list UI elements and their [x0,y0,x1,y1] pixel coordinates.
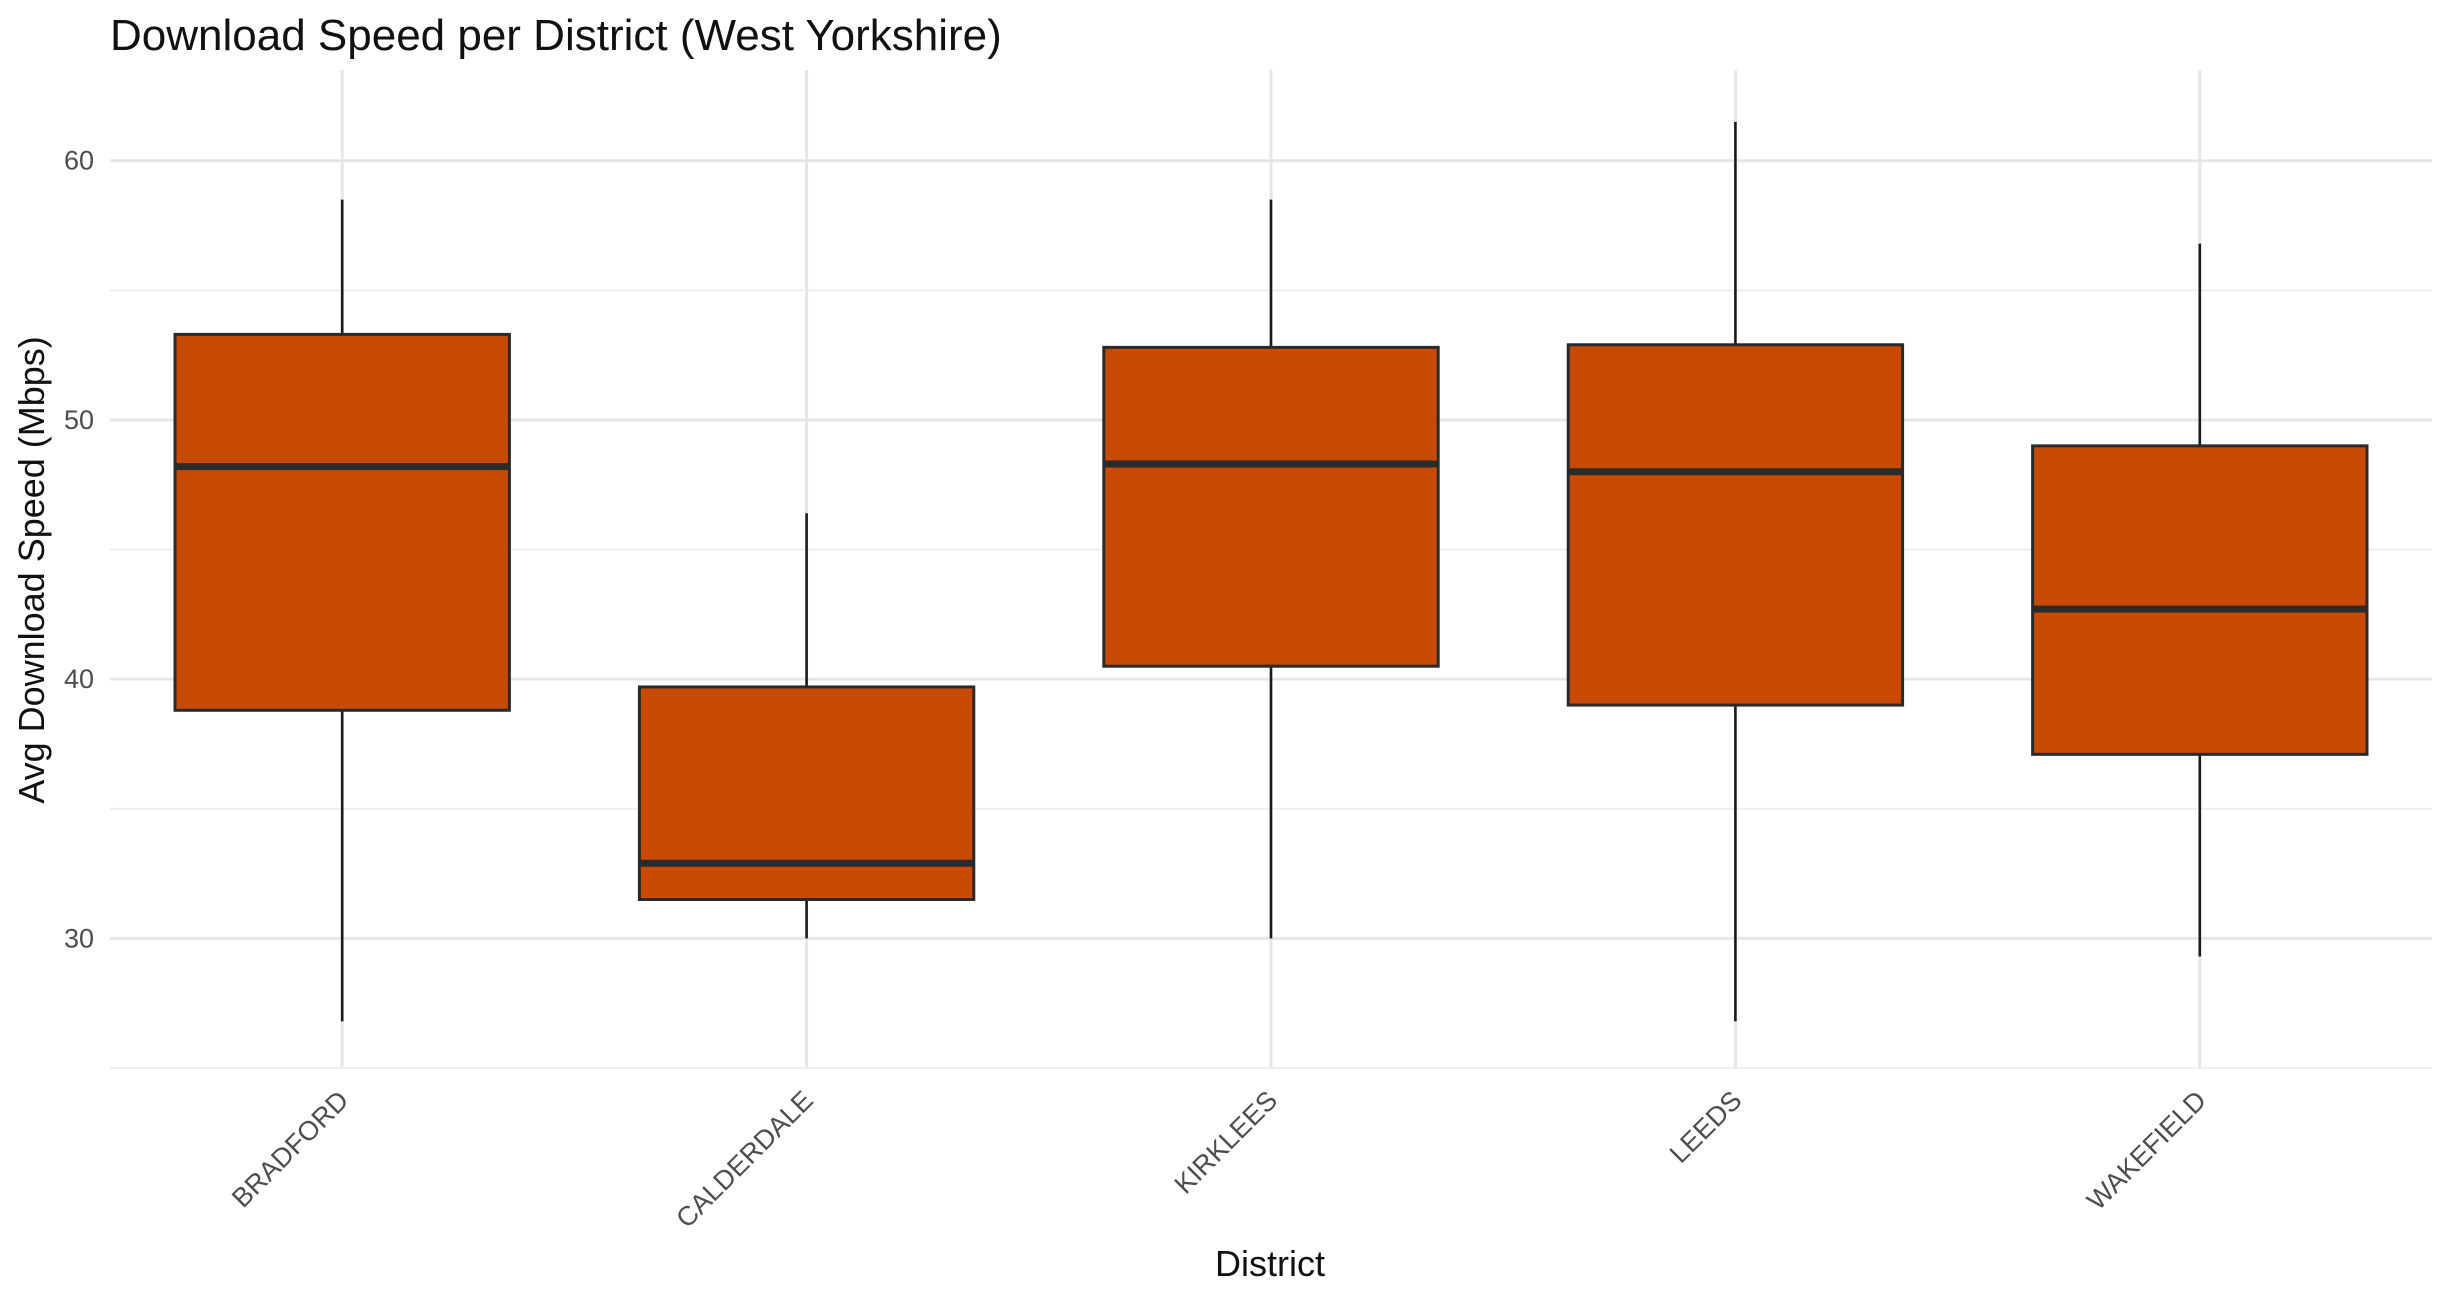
y-tick-label: 40 [64,664,94,694]
x-tick-label: CALDERDALE [670,1085,819,1234]
x-axis-title: District [1215,1243,1325,1284]
y-tick-label: 60 [64,146,94,176]
box-bradford [173,199,511,1022]
box-wakefield [2031,243,2369,957]
chart-title: Download Speed per District (West Yorksh… [110,11,1002,60]
box-kirklees [1102,199,1440,939]
y-axis-title: Avg Download Speed (Mbps) [11,336,52,804]
x-tick-label: BRADFORD [226,1085,354,1213]
box-leeds [1566,121,1905,1022]
iqr-box [1566,343,1905,707]
x-tick-label: LEEDS [1664,1085,1748,1169]
iqr-box [637,685,976,902]
y-tick-label: 50 [64,405,94,435]
x-axis-ticks: BRADFORD CALDERDALE KIRKLEES LEEDS WAKEFIELD [226,1085,2212,1234]
y-axis-ticks: 30 40 50 60 [64,146,94,954]
box-layer [173,121,2369,1022]
iqr-box [1102,345,1440,668]
y-tick-label: 30 [64,923,94,953]
x-tick-label: WAKEFIELD [2081,1085,2212,1216]
iqr-box [173,332,511,712]
iqr-box [2031,444,2369,756]
box-calderdale [637,513,976,939]
x-tick-label: KIRKLEES [1169,1085,1284,1200]
